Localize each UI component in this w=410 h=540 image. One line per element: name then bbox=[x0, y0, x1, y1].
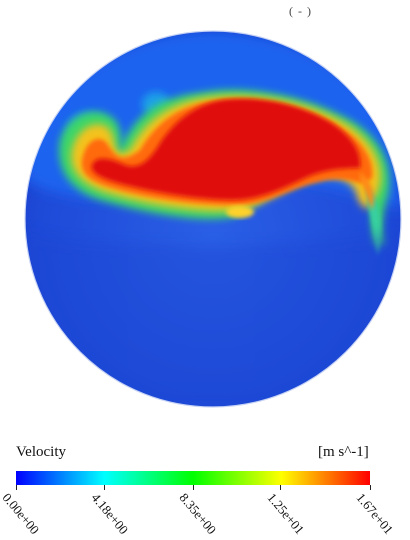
colorbar-tick-mark bbox=[16, 485, 17, 490]
legend-variable-label: Velocity bbox=[16, 444, 66, 461]
lower-streak bbox=[226, 206, 254, 218]
colorbar bbox=[16, 471, 370, 485]
colorbar-tick-mark bbox=[370, 485, 371, 490]
colorbar-tick-mark bbox=[280, 485, 281, 490]
colorbar-tick-mark bbox=[104, 485, 105, 490]
colorbar-tick-mark bbox=[193, 485, 194, 490]
top-label: ( - ) bbox=[289, 4, 312, 19]
legend-unit-label: [m s^-1] bbox=[318, 444, 369, 461]
lower-quiet-region bbox=[25, 230, 400, 410]
